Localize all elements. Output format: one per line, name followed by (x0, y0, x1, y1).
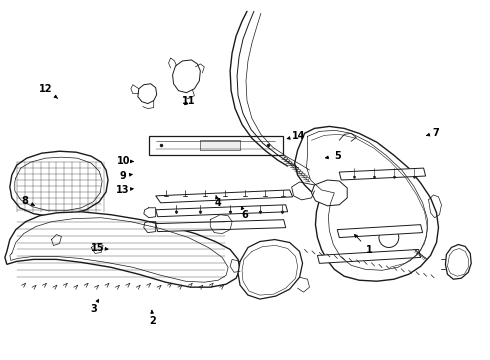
Polygon shape (172, 60, 200, 93)
Polygon shape (156, 205, 288, 217)
Text: 11: 11 (182, 96, 196, 107)
Polygon shape (339, 168, 426, 180)
Text: 8: 8 (22, 196, 34, 206)
Polygon shape (312, 180, 347, 206)
Text: 7: 7 (427, 128, 439, 138)
Polygon shape (318, 249, 420, 264)
Polygon shape (445, 244, 471, 279)
Polygon shape (294, 126, 439, 281)
Polygon shape (10, 151, 108, 217)
Polygon shape (156, 220, 286, 231)
Text: 9: 9 (119, 171, 132, 181)
Polygon shape (337, 225, 422, 238)
Text: 4: 4 (215, 195, 221, 208)
Text: 13: 13 (116, 185, 133, 195)
Polygon shape (5, 212, 240, 287)
Text: 5: 5 (325, 151, 341, 161)
Text: 15: 15 (91, 243, 108, 253)
Text: 2: 2 (149, 310, 156, 326)
Text: 14: 14 (287, 131, 305, 141)
Polygon shape (138, 84, 157, 104)
Polygon shape (156, 190, 293, 203)
Polygon shape (200, 140, 240, 150)
Polygon shape (149, 136, 283, 155)
Text: 12: 12 (39, 84, 57, 98)
Text: 3: 3 (90, 300, 98, 314)
Text: 6: 6 (241, 207, 248, 220)
Polygon shape (238, 239, 302, 299)
Text: 1: 1 (355, 234, 372, 255)
Text: 10: 10 (117, 157, 133, 166)
